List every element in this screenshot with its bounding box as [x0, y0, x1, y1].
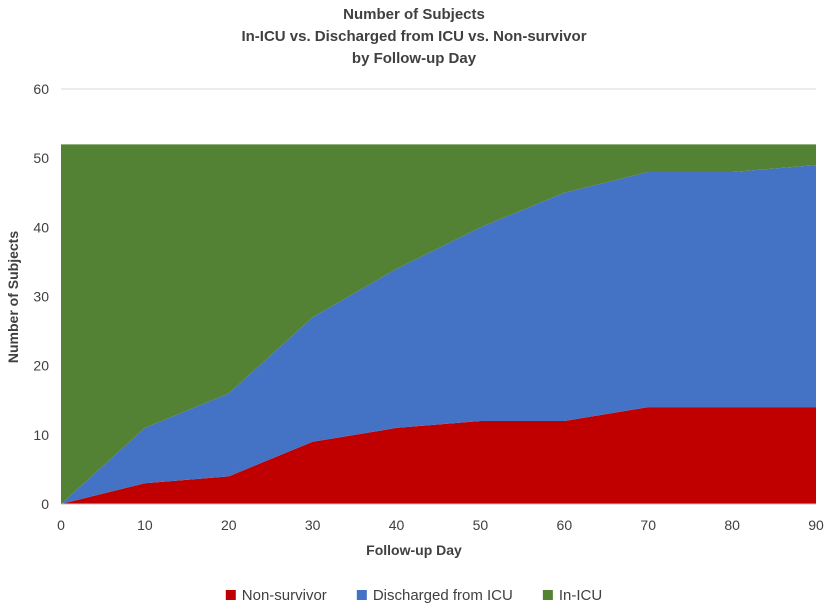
x-tick-label-30: 30 — [305, 517, 321, 533]
y-axis-title: Number of Subjects — [5, 231, 21, 363]
area-series-in-icu — [61, 144, 816, 505]
y-tick-labels: 0 10 20 30 40 50 60 — [33, 81, 49, 512]
y-tick-label-0: 0 — [41, 496, 49, 512]
x-axis-title: Follow-up Day — [366, 542, 462, 558]
x-tick-label-90: 90 — [808, 517, 824, 533]
chart-title-line-2: In-ICU vs. Discharged from ICU vs. Non-s… — [241, 28, 586, 45]
x-tick-label-40: 40 — [389, 517, 405, 533]
legend-label-in-icu: In-ICU — [559, 587, 602, 604]
y-tick-label-30: 30 — [33, 289, 49, 305]
x-tick-label-80: 80 — [724, 517, 740, 533]
x-tick-label-70: 70 — [640, 517, 656, 533]
x-tick-label-20: 20 — [221, 517, 237, 533]
legend: Non-survivor Discharged from ICU In-ICU — [225, 587, 602, 604]
legend-swatch-in-icu — [542, 590, 553, 600]
x-tick-label-10: 10 — [137, 517, 153, 533]
y-tick-label-50: 50 — [33, 150, 49, 166]
area-series-discharged-from-icu — [61, 165, 816, 505]
legend-swatch-discharged-from-icu — [356, 590, 367, 600]
legend-label-discharged-from-icu: Discharged from ICU — [373, 587, 513, 604]
y-tick-label-60: 60 — [33, 81, 49, 97]
legend-swatch-non-survivor — [225, 590, 236, 600]
x-tick-label-50: 50 — [473, 517, 489, 533]
chart-title-line-1: Number of Subjects — [343, 6, 485, 23]
legend-label-non-survivor: Non-survivor — [242, 587, 327, 604]
y-tick-label-20: 20 — [33, 358, 49, 374]
x-tick-label-60: 60 — [557, 517, 573, 533]
plot-areas — [61, 144, 816, 505]
chart-title-line-3: by Follow-up Day — [352, 50, 477, 67]
y-tick-label-40: 40 — [33, 219, 49, 235]
chart-title: Number of Subjects In-ICU vs. Discharged… — [241, 6, 586, 67]
y-tick-label-10: 10 — [33, 427, 49, 443]
x-tick-label-0: 0 — [57, 517, 65, 533]
x-tick-labels: 0 10 20 30 40 50 60 70 80 90 — [57, 517, 824, 533]
area-series-non-survivor — [61, 407, 816, 504]
